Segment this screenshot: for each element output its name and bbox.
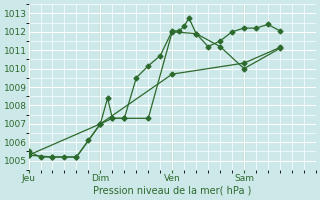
X-axis label: Pression niveau de la mer( hPa ): Pression niveau de la mer( hPa ): [93, 186, 252, 196]
